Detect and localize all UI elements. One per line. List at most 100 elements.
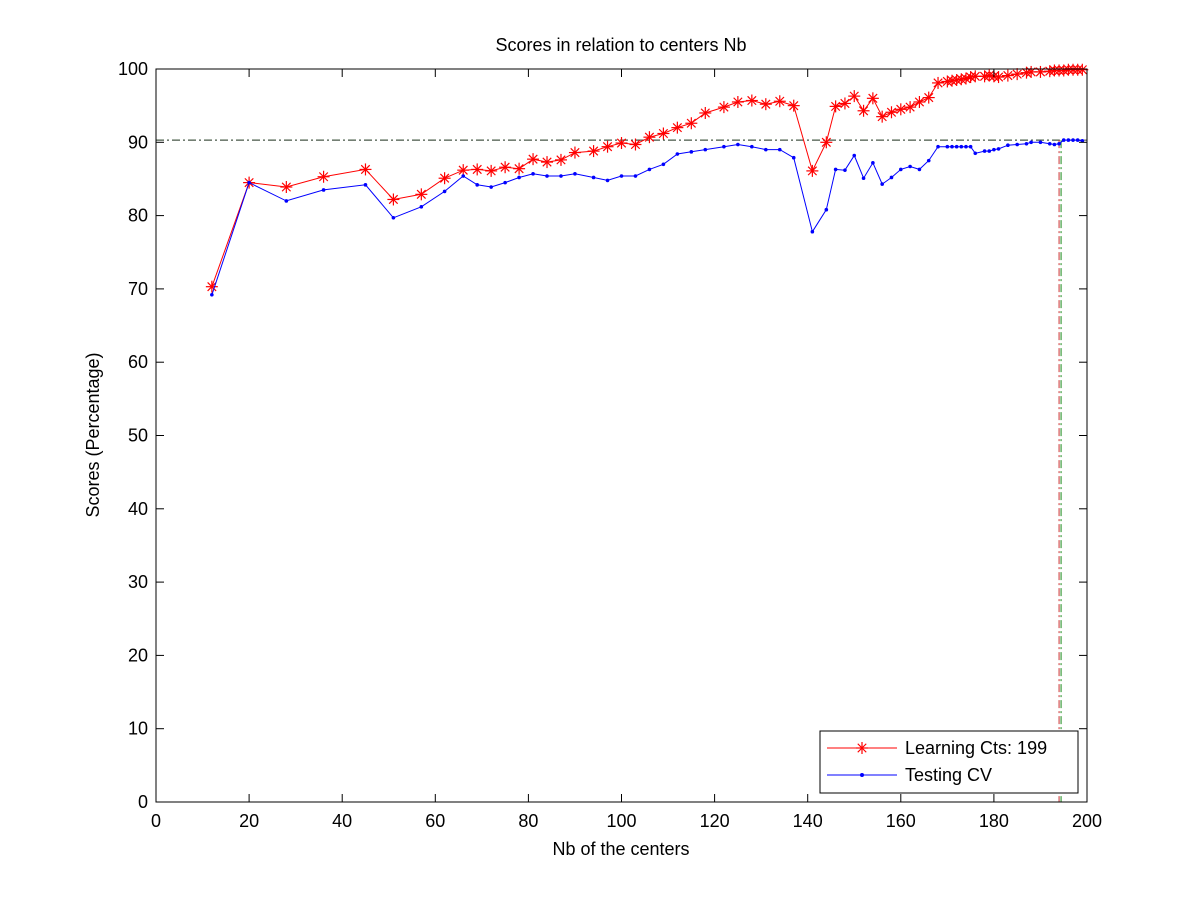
data-point-asterisk (601, 140, 614, 153)
data-point-dot (950, 144, 954, 149)
y-tick-label: 70 (128, 279, 148, 299)
data-point-dot (703, 147, 708, 152)
data-point-asterisk (876, 110, 889, 123)
data-point-dot (1075, 138, 1080, 142)
data-point-dot (889, 175, 894, 180)
legend-asterisk-marker (856, 742, 868, 754)
data-point-dot (210, 292, 214, 297)
data-point-dot (880, 182, 884, 186)
data-point-asterisk (629, 138, 642, 151)
data-point-dot (1029, 140, 1033, 145)
data-point-dot (722, 144, 726, 149)
plot-area (155, 63, 1089, 803)
legend-label-1: Learning Cts: 199 (905, 738, 1047, 758)
data-point-dot (1006, 143, 1010, 148)
y-tick-label: 60 (128, 352, 148, 372)
data-point-dot (461, 174, 466, 178)
data-point-asterisk (787, 99, 800, 112)
data-point-dot (559, 174, 563, 178)
y-tick-label: 100 (118, 59, 148, 79)
data-point-dot (926, 158, 931, 163)
data-point-dot (987, 149, 992, 153)
data-point-dot (363, 183, 368, 187)
x-axis: 0 20 40 60 80 100 120 140 160 180 200 (151, 69, 1102, 831)
x-tick-label: 40 (332, 811, 352, 831)
data-point-asterisk (904, 101, 917, 114)
data-point-dot (545, 174, 549, 178)
data-point-asterisk (657, 127, 670, 140)
data-point-dot (605, 178, 610, 183)
data-point-asterisk (717, 101, 730, 114)
data-point-asterisk (317, 170, 330, 183)
legend-box (819, 730, 1079, 794)
data-point-dot (1061, 138, 1066, 142)
data-point-dot (1047, 141, 1052, 146)
data-point-dot (824, 207, 829, 212)
series-layer (205, 63, 1089, 297)
data-point-dot (1015, 142, 1019, 147)
data-point-dot (419, 205, 424, 209)
data-point-asterisk (848, 90, 861, 103)
data-point-dot (442, 189, 447, 194)
data-point-asterisk (438, 172, 451, 185)
data-point-asterisk (759, 98, 772, 111)
data-point-asterisk (932, 76, 945, 89)
data-point-asterisk (745, 94, 758, 107)
data-point-asterisk (513, 162, 526, 175)
data-point-dot (284, 199, 289, 203)
data-point-dot (675, 152, 680, 156)
data-point-asterisk (685, 117, 698, 130)
data-point-asterisk (857, 104, 870, 117)
data-point-dot (959, 144, 964, 149)
data-point-dot (996, 147, 1001, 151)
data-point-dot (852, 153, 857, 158)
x-tick-label: 160 (886, 811, 916, 831)
x-tick-label: 180 (979, 811, 1009, 831)
data-point-dot (573, 172, 577, 176)
data-point-asterisk (922, 91, 935, 104)
data-point-dot (791, 155, 796, 160)
data-point-asterisk (913, 95, 926, 108)
y-tick-label: 30 (128, 572, 148, 592)
data-point-dot (633, 174, 638, 178)
data-point-dot (489, 185, 493, 189)
data-point-asterisk (485, 164, 498, 177)
data-point-asterisk (866, 92, 879, 105)
y-tick-label: 90 (128, 132, 148, 152)
data-point-asterisk (806, 164, 819, 177)
legend-label-2: Testing CV (905, 765, 992, 785)
data-point-asterisk (587, 145, 600, 158)
data-point-dot (908, 164, 912, 169)
data-point-asterisk (671, 121, 684, 134)
data-point-dot (982, 149, 987, 153)
data-point-dot (861, 176, 866, 181)
data-point-dot (954, 144, 959, 149)
data-point-asterisk (829, 100, 842, 113)
data-point-dot (968, 144, 973, 149)
data-point-dot (750, 144, 754, 149)
data-point-dot (1052, 142, 1057, 147)
y-tick-label: 10 (128, 719, 148, 739)
series-line-1 (211, 69, 1083, 287)
data-point-dot (810, 229, 815, 234)
y-axis: 0 10 20 30 40 50 60 70 80 90 100 (118, 59, 1087, 812)
data-point-asterisk (205, 280, 218, 293)
y-tick-label: 80 (128, 206, 148, 226)
data-point-dot (736, 142, 740, 147)
data-point-dot (964, 144, 968, 149)
data-point-dot (1057, 141, 1061, 146)
data-point-asterisk (773, 95, 786, 108)
data-point-asterisk (885, 106, 898, 119)
x-tick-label: 20 (239, 811, 259, 831)
data-point-dot (321, 188, 326, 192)
data-point-dot (689, 150, 694, 154)
data-point-dot (1071, 138, 1075, 142)
data-point-dot (833, 167, 838, 172)
data-point-dot (591, 175, 596, 180)
data-point-dot (661, 162, 666, 167)
x-tick-label: 140 (793, 811, 823, 831)
y-tick-label: 0 (138, 792, 148, 812)
data-point-asterisk (1034, 65, 1047, 78)
x-axis-label: Nb of the centers (552, 839, 689, 859)
